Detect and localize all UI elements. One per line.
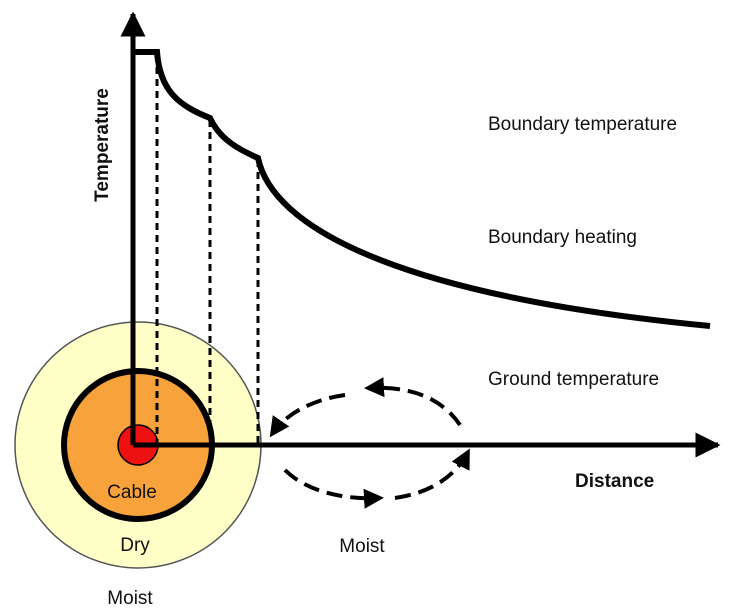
label: Ground temperature bbox=[488, 369, 659, 390]
moisture-arrows bbox=[269, 377, 470, 509]
zone-label: Dry bbox=[120, 535, 150, 556]
zone-label: Cable bbox=[107, 482, 157, 503]
dashed-guides bbox=[155, 55, 260, 445]
y-axis-label: Temperature bbox=[92, 88, 113, 202]
zone-label: Moist bbox=[107, 588, 153, 609]
label: Boundary temperature bbox=[488, 114, 677, 135]
label: Boundary heating bbox=[488, 227, 637, 248]
zone-label: Moist bbox=[339, 536, 385, 557]
x-axis-label: Distance bbox=[575, 471, 654, 492]
temperature-curve bbox=[133, 49, 711, 329]
